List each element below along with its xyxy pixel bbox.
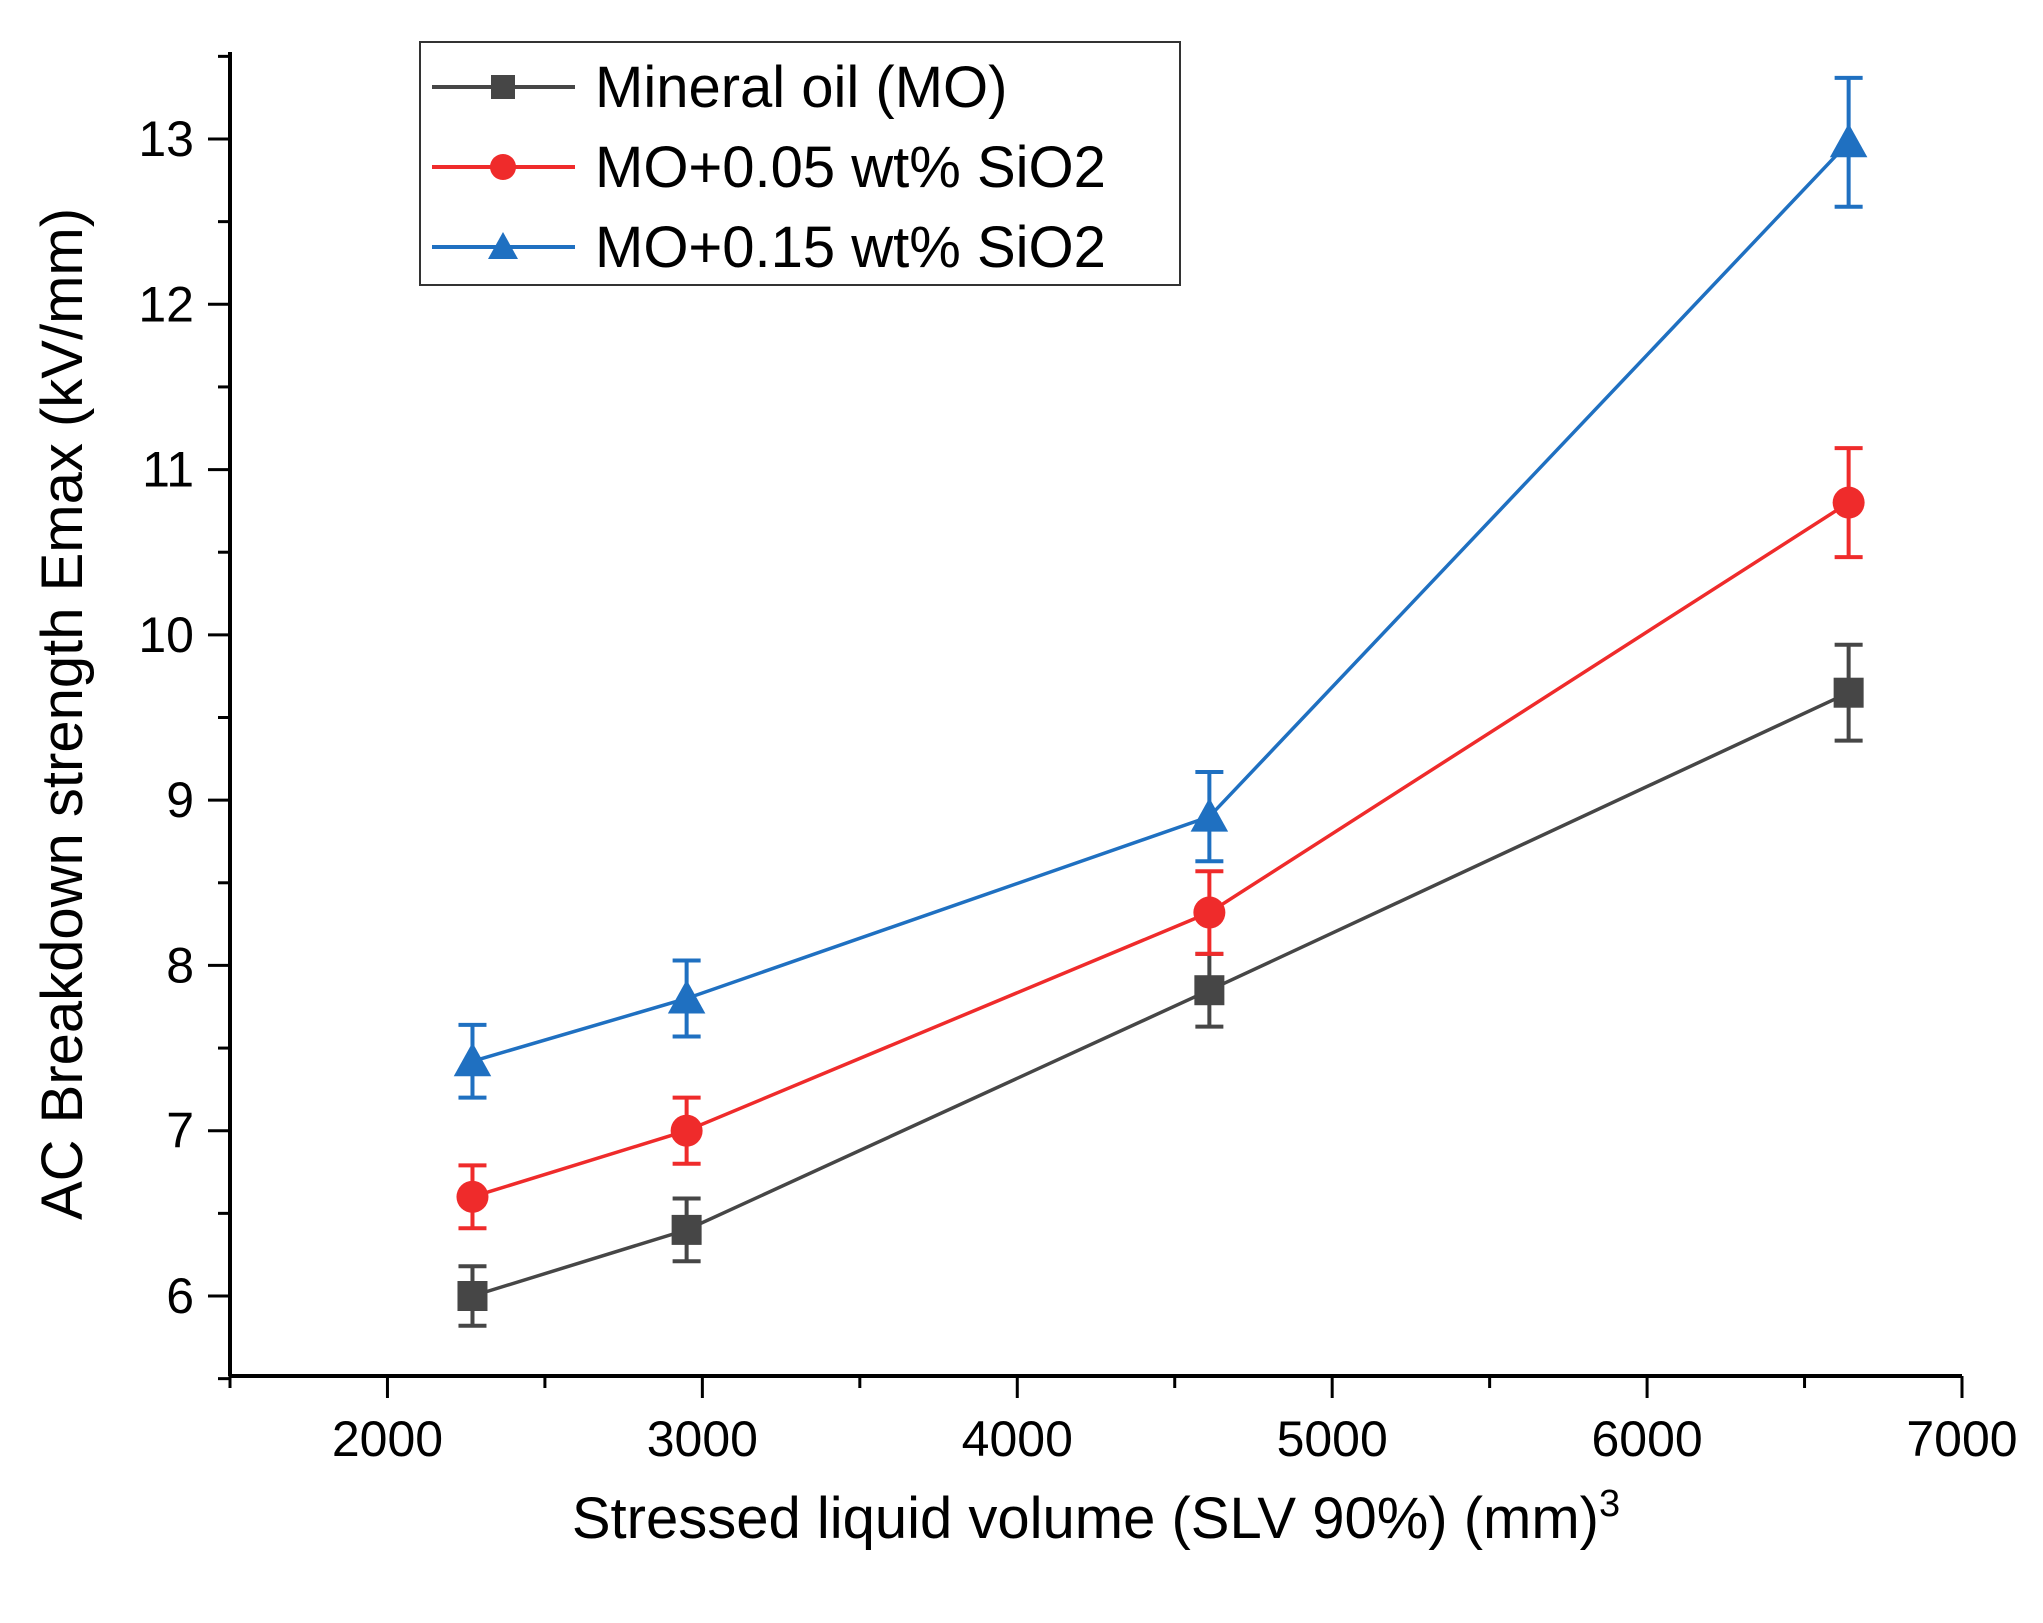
x-tick-label: 7000: [1906, 1411, 2017, 1467]
legend-box: [419, 41, 1181, 286]
y-tick-label: 13: [138, 111, 194, 167]
y-ticks: 6 7 8 9 10 11 12 13: [138, 54, 230, 1381]
data-point: [1193, 896, 1226, 929]
data-point: [1190, 797, 1229, 832]
data-point: [1832, 486, 1865, 519]
data-point: [456, 1180, 489, 1213]
data-point: [1194, 975, 1225, 1006]
series-line: [471, 141, 1850, 1063]
series-2: [456, 446, 1865, 1231]
x-axis-title-superscript: 3: [1599, 1483, 1620, 1525]
x-tick-label: 3000: [647, 1411, 758, 1467]
legend-label: MO+0.15 wt% SiO2: [595, 215, 1106, 280]
x-tick-label: 5000: [1277, 1411, 1388, 1467]
series-1: [457, 642, 1864, 1328]
series-3: [453, 75, 1868, 1100]
legend-marker: [488, 232, 518, 259]
legend-item: MO+0.15 wt% SiO2: [432, 215, 1106, 280]
y-tick-label: 11: [142, 442, 194, 498]
x-tick-label: 6000: [1591, 1411, 1702, 1467]
legend-items: Mineral oil (MO) MO+0.05 wt% SiO2 MO+0.15 …: [432, 55, 1106, 280]
y-tick-label: 9: [166, 772, 194, 828]
data-point: [670, 1114, 703, 1147]
data-point: [1829, 123, 1868, 158]
legend-marker: [490, 154, 516, 180]
y-axis-title: AC Breakdown strength Emax (kV/mm): [30, 208, 95, 1220]
y-tick-label: 12: [138, 276, 194, 332]
x-tick-label: 4000: [962, 1411, 1073, 1467]
legend: Mineral oil (MO) MO+0.05 wt% SiO2 MO+0.15 …: [419, 41, 1181, 286]
series-line: [471, 691, 1850, 1298]
x-tick-label: 2000: [332, 1411, 443, 1467]
data-point: [671, 1214, 702, 1245]
axes: [228, 52, 1962, 1378]
data-point: [1833, 677, 1864, 708]
data-point: [457, 1281, 488, 1311]
legend-label: MO+0.05 wt% SiO2: [595, 135, 1106, 200]
y-tick-label: 10: [138, 607, 194, 663]
legend-label: Mineral oil (MO): [595, 55, 1008, 120]
y-tick-label: 8: [166, 937, 194, 993]
y-tick-label: 7: [166, 1103, 194, 1159]
x-ticks: 2000 3000 4000 5000 6000 7000: [228, 1376, 2018, 1467]
legend-item: Mineral oil (MO): [432, 55, 1008, 120]
y-tick-label: 6: [166, 1268, 194, 1324]
data-point: [453, 1042, 492, 1077]
legend-marker: [491, 75, 515, 99]
series-line: [471, 501, 1850, 1199]
x-axis-title-text: Stressed liquid volume (SLV 90%) (mm): [572, 1486, 1599, 1551]
x-axis-title: Stressed liquid volume (SLV 90%) (mm)3: [572, 1483, 1620, 1551]
legend-item: MO+0.05 wt% SiO2: [432, 135, 1106, 200]
series-layer: [453, 75, 1868, 1328]
data-point: [667, 979, 706, 1014]
